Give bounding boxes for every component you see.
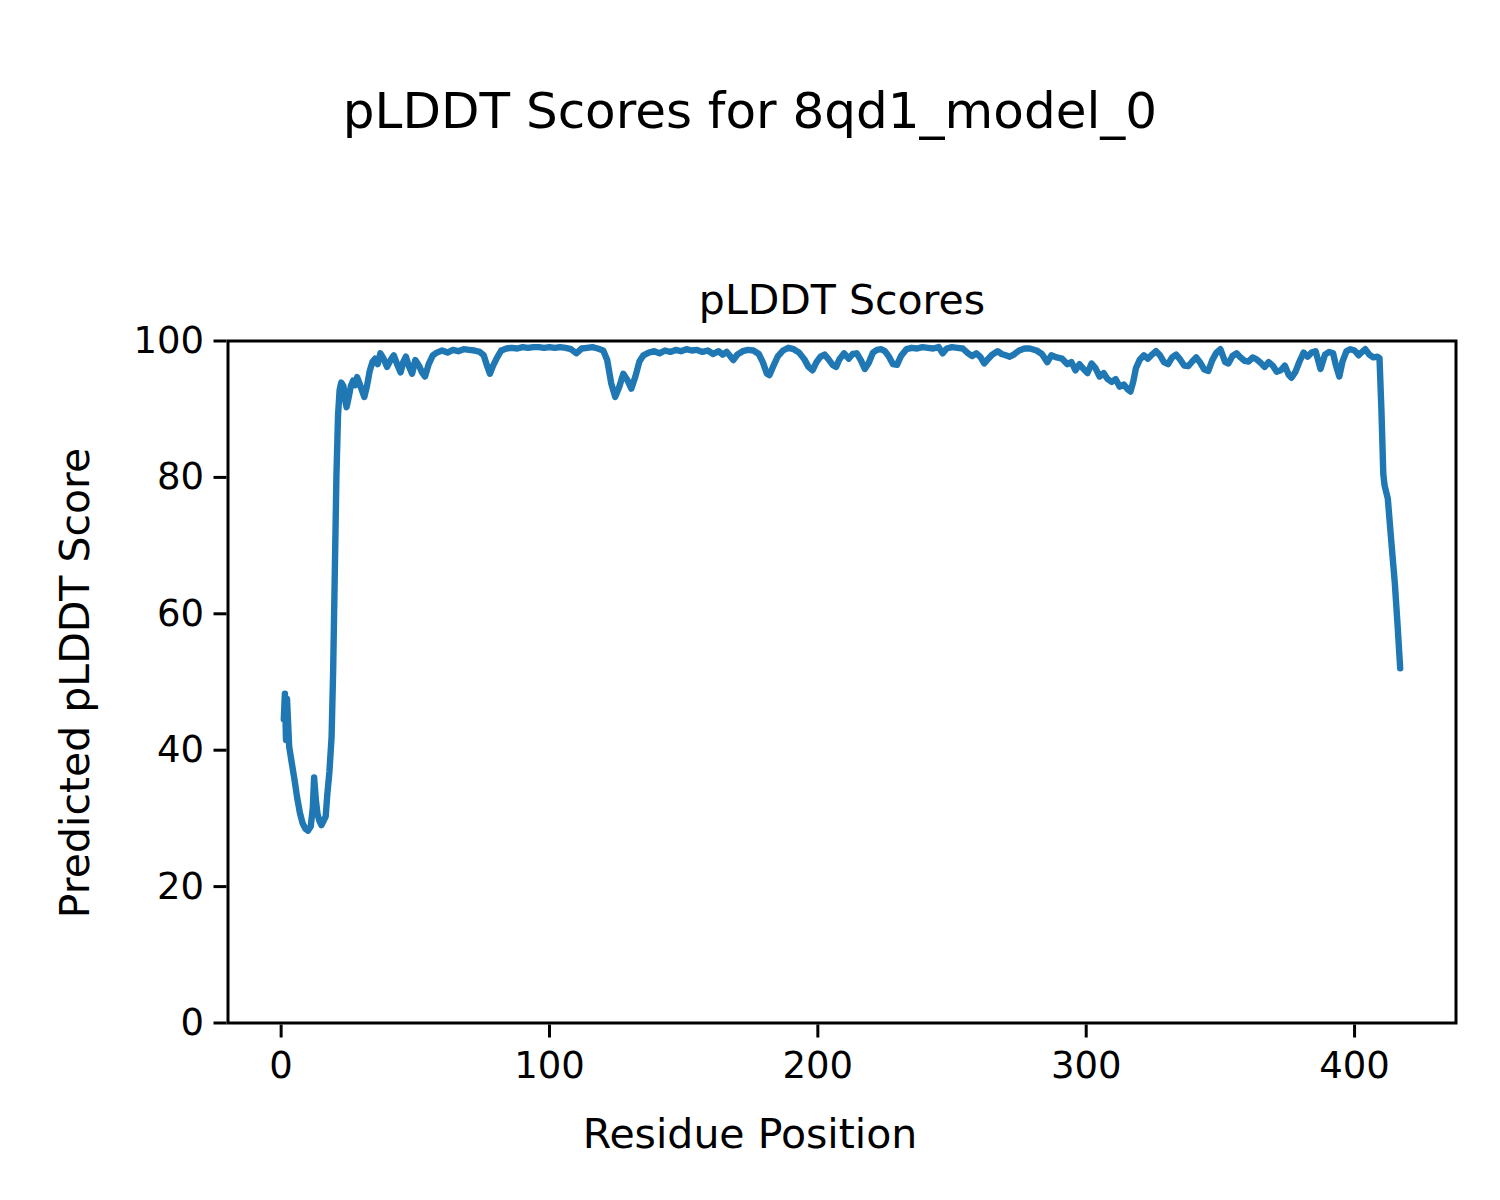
x-tick-label: 100 — [514, 1046, 585, 1087]
x-axis-label: Residue Position — [0, 1112, 1500, 1157]
y-tick-label: 60 — [0, 593, 204, 634]
x-tick-label: 300 — [1051, 1046, 1122, 1087]
x-tick-label: 200 — [783, 1046, 854, 1087]
y-tick-label: 40 — [0, 730, 204, 771]
x-tick-label: 0 — [269, 1046, 293, 1087]
figure: pLDDT Scores for 8qd1_model_0 pLDDT Scor… — [0, 0, 1500, 1200]
axes-spines — [228, 341, 1456, 1023]
x-tick-label: 400 — [1319, 1046, 1390, 1087]
y-tick-label: 80 — [0, 457, 204, 498]
y-tick-label: 0 — [0, 1003, 204, 1044]
y-axis-label: Predicted pLDDT Score — [53, 448, 98, 918]
plddt-line — [284, 347, 1400, 831]
y-tick-label: 100 — [0, 321, 204, 362]
plot-area — [0, 0, 1500, 1200]
y-tick-label: 20 — [0, 866, 204, 907]
